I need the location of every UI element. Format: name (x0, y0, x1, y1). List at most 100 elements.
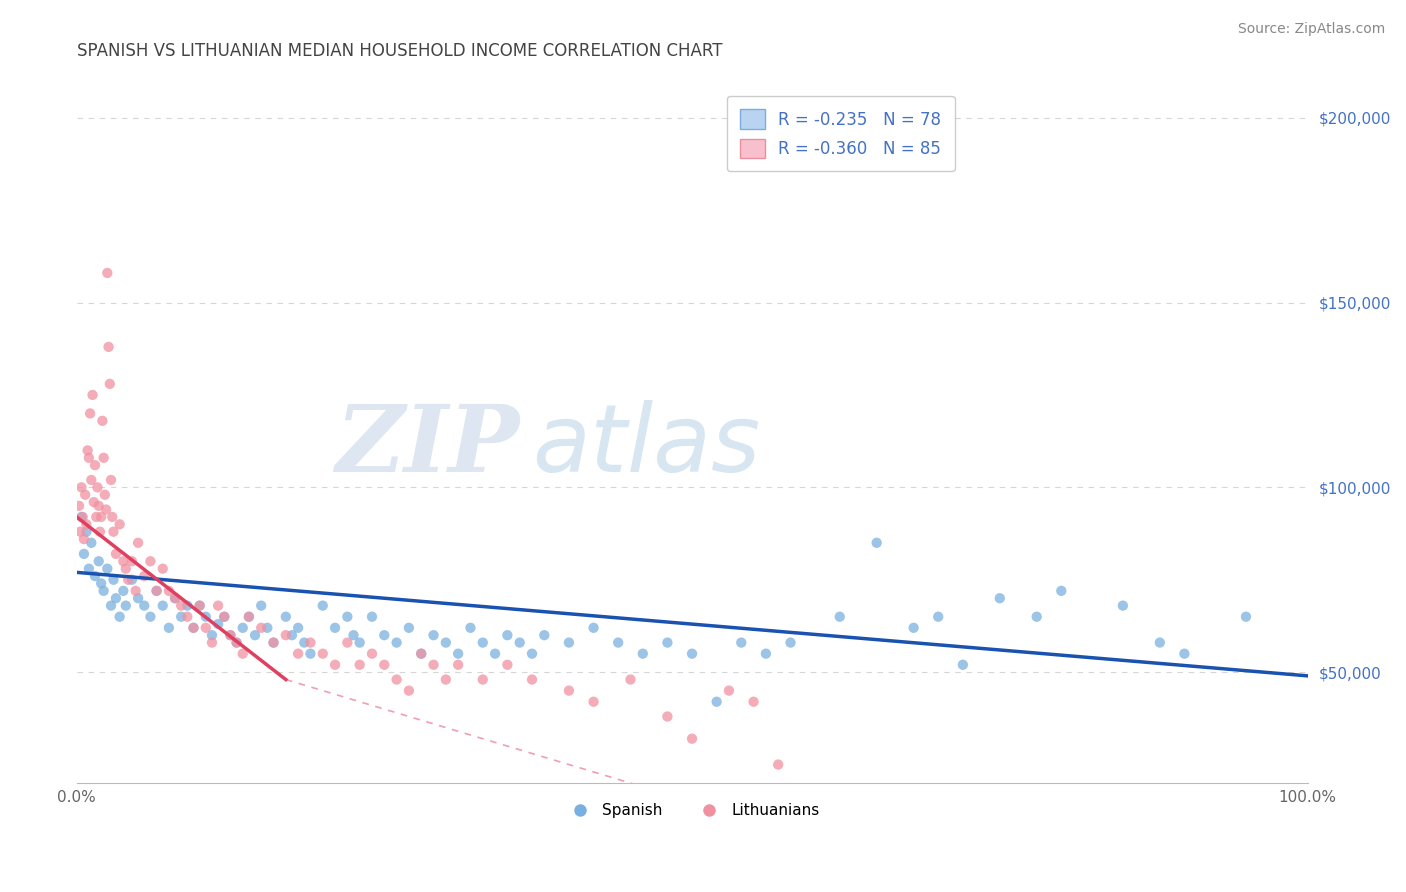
Point (730, 635, 752, 649)
Point (104, 547, 127, 561)
Point (274, 628, 297, 642)
Point (558, 683, 581, 698)
Point (127, 536, 149, 550)
Point (1149, 635, 1171, 649)
Point (100, 473, 122, 487)
Point (139, 554, 162, 568)
Point (509, 635, 531, 649)
Point (108, 609, 131, 624)
Point (681, 647, 703, 661)
Point (706, 695, 728, 709)
Point (219, 628, 242, 642)
Point (717, 683, 740, 698)
Point (828, 609, 851, 624)
Point (117, 573, 139, 587)
Point (176, 599, 198, 613)
Point (91, 414, 114, 428)
Point (152, 562, 174, 576)
Point (238, 609, 260, 624)
Point (225, 635, 247, 649)
Point (145, 583, 167, 598)
Point (83, 495, 105, 509)
Point (96, 266, 118, 280)
Point (112, 583, 135, 598)
Point (373, 657, 395, 672)
Point (170, 599, 193, 613)
Point (349, 657, 371, 672)
Point (194, 609, 217, 624)
Point (100, 599, 122, 613)
Point (927, 609, 949, 624)
Point (77, 450, 100, 465)
Point (496, 628, 519, 642)
Point (69, 524, 91, 539)
Point (232, 647, 254, 661)
Text: ZIP: ZIP (336, 401, 520, 491)
Point (766, 757, 789, 772)
Point (72, 509, 94, 524)
Text: Source: ZipAtlas.com: Source: ZipAtlas.com (1237, 22, 1385, 37)
Point (312, 599, 335, 613)
Point (471, 635, 494, 649)
Point (114, 562, 136, 576)
Point (398, 683, 420, 698)
Point (582, 695, 605, 709)
Point (214, 609, 236, 624)
Point (299, 635, 322, 649)
Point (281, 628, 304, 642)
Point (779, 635, 801, 649)
Point (336, 635, 359, 649)
Point (176, 609, 198, 624)
Point (312, 647, 335, 661)
Point (496, 657, 519, 672)
Text: SPANISH VS LITHUANIAN MEDIAN HOUSEHOLD INCOME CORRELATION CHART: SPANISH VS LITHUANIAN MEDIAN HOUSEHOLD I… (76, 42, 723, 60)
Point (90, 509, 112, 524)
Point (94, 502, 117, 516)
Point (238, 609, 260, 624)
Point (103, 524, 125, 539)
Point (124, 583, 146, 598)
Point (86, 480, 108, 494)
Point (447, 647, 470, 661)
Point (1050, 583, 1073, 598)
Point (134, 599, 156, 613)
Point (207, 599, 229, 613)
Point (631, 647, 654, 661)
Point (134, 569, 156, 583)
Point (98, 376, 121, 391)
Point (87, 499, 110, 513)
Point (256, 621, 278, 635)
Point (287, 621, 309, 635)
Point (93, 583, 115, 598)
Point (342, 628, 364, 642)
Point (163, 591, 186, 606)
Point (79, 406, 101, 420)
Point (73, 547, 96, 561)
Point (84, 509, 107, 524)
Point (70, 480, 93, 494)
Point (398, 621, 420, 635)
Point (336, 609, 359, 624)
Point (77, 562, 100, 576)
Point (988, 591, 1011, 606)
Point (75, 488, 97, 502)
Point (263, 635, 285, 649)
Point (447, 657, 470, 672)
Point (152, 599, 174, 613)
Point (755, 647, 778, 661)
Point (73, 532, 96, 546)
Point (82, 388, 104, 402)
Point (188, 599, 211, 613)
Point (742, 695, 765, 709)
Point (250, 599, 273, 613)
Point (80, 536, 103, 550)
Point (94, 488, 117, 502)
Point (76, 443, 98, 458)
Point (323, 621, 346, 635)
Point (75, 517, 97, 532)
Point (619, 673, 641, 687)
Point (89, 524, 111, 539)
Point (183, 621, 205, 635)
Point (243, 628, 266, 642)
Point (112, 554, 135, 568)
